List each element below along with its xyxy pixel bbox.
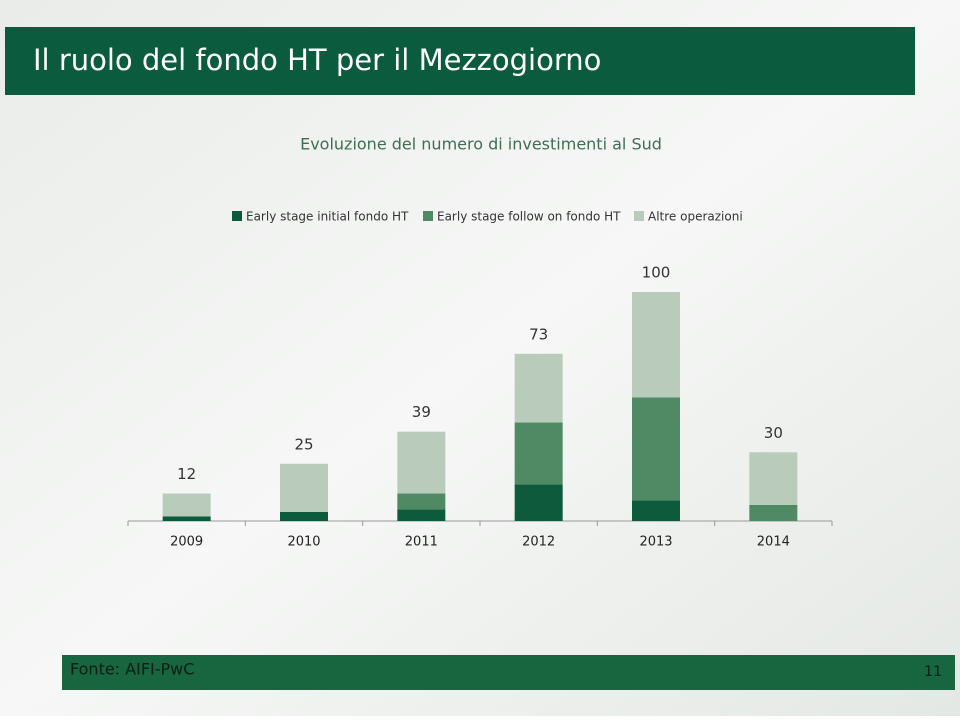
- bar-segment: [162, 493, 211, 517]
- x-tick-label: 2014: [757, 535, 790, 550]
- legend-swatch: [423, 211, 433, 221]
- x-tick-label: 2013: [639, 535, 672, 550]
- bar-segment: [749, 452, 798, 505]
- bar-segment: [632, 292, 680, 398]
- x-tick-label: 2010: [287, 535, 320, 550]
- total-label: 30: [764, 424, 783, 442]
- total-label: 73: [529, 325, 548, 343]
- bar-segment: [514, 484, 563, 521]
- chart-title: Evoluzione del numero di investimenti al…: [300, 135, 662, 154]
- bar-segment: [397, 493, 446, 510]
- slide-title: Il ruolo del fondo HT per il Mezzogiorno: [33, 43, 601, 77]
- legend-label: Early stage follow on fondo HT: [437, 210, 621, 224]
- bar-segment: [162, 516, 211, 521]
- bar-segment: [632, 397, 680, 501]
- total-label: 25: [294, 435, 313, 453]
- bar-segment: [749, 504, 798, 521]
- total-label: 100: [642, 264, 671, 282]
- x-tick-label: 2011: [405, 535, 438, 550]
- bar-segment: [280, 511, 328, 521]
- legend-label: Early stage initial fondo HT: [246, 210, 409, 224]
- bar-segment: [397, 431, 446, 494]
- bar-segment: [280, 463, 328, 512]
- legend-label: Altre operazioni: [648, 210, 743, 224]
- total-label: 39: [412, 403, 431, 421]
- page-number: 11: [924, 664, 942, 680]
- legend-swatch: [232, 211, 242, 221]
- total-label: 12: [177, 465, 196, 483]
- bar-segment: [397, 509, 446, 521]
- x-tick-label: 2012: [522, 535, 555, 550]
- x-tick-label: 2009: [170, 535, 203, 550]
- bar-segment: [632, 500, 680, 521]
- title-bar: [5, 27, 915, 95]
- bar-segment: [514, 353, 563, 423]
- legend-swatch: [634, 211, 644, 221]
- footer-bar: [62, 655, 955, 690]
- source: Fonte: AIFI-PwC: [70, 660, 194, 679]
- bar-segment: [514, 422, 563, 485]
